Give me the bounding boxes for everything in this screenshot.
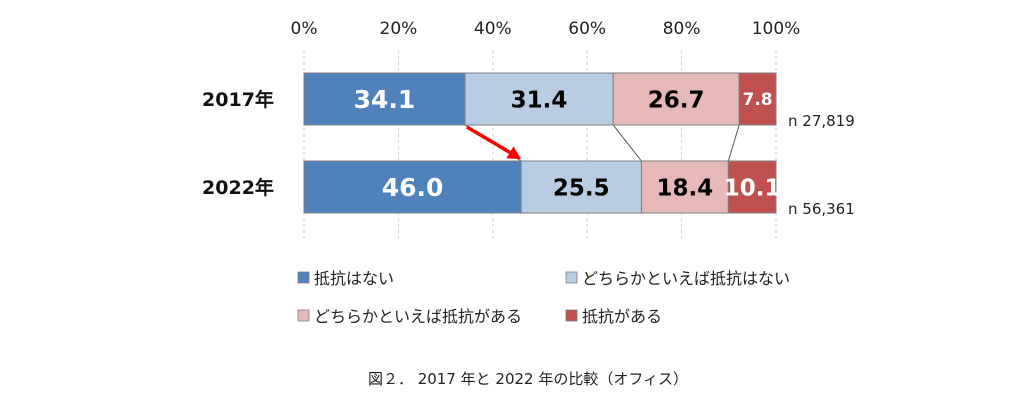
legend-swatch — [565, 271, 578, 284]
bar-segment — [640, 160, 729, 214]
bar-segment — [727, 160, 777, 214]
legend-label: どちらかといえば抵抗はない — [582, 269, 790, 288]
data-label: 7.8 — [743, 90, 773, 110]
bar-segment — [303, 72, 466, 126]
x-tick-label: 20% — [380, 19, 418, 39]
bar-segment — [520, 160, 642, 214]
legend-swatch — [297, 271, 310, 284]
sample-size-label: n 27,819 — [788, 112, 855, 130]
legend-swatch — [297, 309, 310, 322]
category-label: 2022年 — [202, 176, 274, 199]
series-line — [612, 124, 642, 162]
x-tick-label: 40% — [474, 19, 512, 39]
bar-segment — [303, 160, 522, 214]
data-label: 10.1 — [724, 175, 781, 201]
bar-segment — [464, 72, 614, 126]
data-label: 46.0 — [382, 173, 444, 202]
data-label: 18.4 — [657, 175, 714, 201]
chart-caption: 図２． 2017 年と 2022 年の比較（オフィス） — [368, 370, 688, 388]
data-label: 31.4 — [511, 87, 568, 113]
legend-label: 抵抗がある — [582, 307, 662, 326]
arrow-shaft — [466, 125, 511, 154]
x-tick-label: 80% — [663, 19, 701, 39]
series-lines — [464, 124, 740, 162]
category-label: 2017年 — [202, 88, 274, 111]
bar-segment — [612, 72, 740, 126]
legend-swatch — [565, 309, 578, 322]
value-labels: 34.1 31.4 26.7 7.8 46.0 25.5 18.4 10.1 — [354, 85, 781, 202]
data-label: 34.1 — [354, 85, 416, 114]
legend-label: 抵抗はない — [314, 269, 394, 288]
series-line — [727, 124, 740, 162]
x-tick-label: 100% — [752, 19, 801, 39]
sample-size-label: n 56,361 — [788, 200, 855, 218]
x-tick-label: 60% — [568, 19, 606, 39]
bar-segment — [738, 72, 777, 126]
trend-arrow — [466, 125, 522, 159]
legend-label: どちらかといえば抵抗がある — [314, 307, 522, 326]
x-tick-label: 0% — [291, 19, 318, 39]
arrow-head — [506, 146, 522, 159]
bars — [303, 72, 777, 214]
category-labels: 2017年 n 27,819 2022年 n 56,361 — [202, 88, 855, 218]
data-label: 26.7 — [648, 87, 705, 113]
data-label: 25.5 — [553, 175, 610, 201]
x-axis-ticks: 0% 20% 40% 60% 80% 100% — [291, 19, 801, 39]
